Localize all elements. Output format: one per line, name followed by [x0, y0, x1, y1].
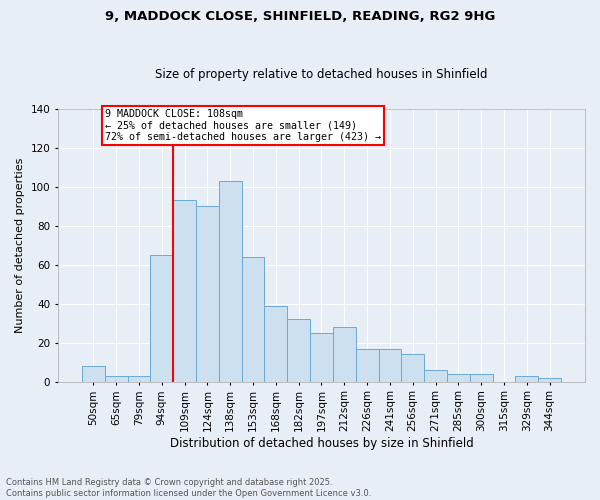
Bar [356, 348, 379, 382]
Text: Contains HM Land Registry data © Crown copyright and database right 2025.
Contai: Contains HM Land Registry data © Crown c… [6, 478, 371, 498]
Bar [379, 348, 401, 382]
Bar [287, 320, 310, 382]
Text: 9, MADDOCK CLOSE, SHINFIELD, READING, RG2 9HG: 9, MADDOCK CLOSE, SHINFIELD, READING, RG… [105, 10, 495, 23]
Bar [515, 376, 538, 382]
Bar [173, 200, 196, 382]
X-axis label: Distribution of detached houses by size in Shinfield: Distribution of detached houses by size … [170, 437, 473, 450]
Bar [424, 370, 447, 382]
Bar [447, 374, 470, 382]
Bar [401, 354, 424, 382]
Bar [538, 378, 561, 382]
Bar [265, 306, 287, 382]
Title: Size of property relative to detached houses in Shinfield: Size of property relative to detached ho… [155, 68, 488, 81]
Bar [82, 366, 105, 382]
Bar [470, 374, 493, 382]
Bar [242, 257, 265, 382]
Y-axis label: Number of detached properties: Number of detached properties [15, 158, 25, 333]
Bar [219, 180, 242, 382]
Bar [310, 333, 333, 382]
Bar [128, 376, 151, 382]
Bar [333, 327, 356, 382]
Bar [151, 255, 173, 382]
Text: 9 MADDOCK CLOSE: 108sqm
← 25% of detached houses are smaller (149)
72% of semi-d: 9 MADDOCK CLOSE: 108sqm ← 25% of detache… [105, 108, 381, 142]
Bar [105, 376, 128, 382]
Bar [196, 206, 219, 382]
